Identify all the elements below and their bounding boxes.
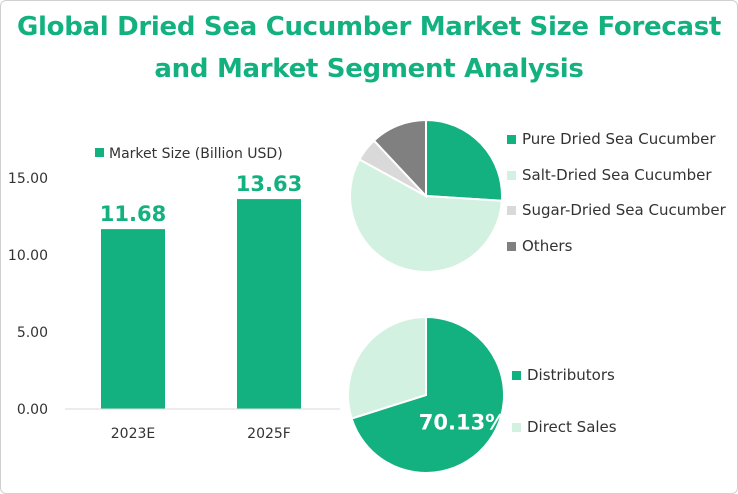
x-tick-label: 2023E: [111, 426, 155, 442]
pie-slice: [425, 118, 503, 202]
bar-legend-label: Market Size (Billion USD): [109, 146, 283, 162]
legend-label: Direct Sales: [527, 418, 617, 436]
legend-label: Others: [522, 237, 573, 255]
chart-title-line-1: Global Dried Sea Cucumber Market Size Fo…: [16, 12, 722, 42]
y-tick-label: 10.00: [8, 248, 48, 264]
pie-slice: [347, 315, 427, 420]
y-tick-label: 15.00: [8, 171, 48, 187]
legend-swatch: [507, 206, 516, 215]
legend-label: Pure Dried Sea Cucumber: [522, 130, 716, 148]
x-tick-label: 2025F: [247, 426, 291, 442]
pie-slice: [349, 158, 503, 273]
bar-data-label: 13.63: [236, 172, 302, 196]
sales-channel-pie-legend: Distributors Direct Sales: [512, 366, 617, 436]
chart-title-line-2: and Market Segment Analysis: [154, 54, 584, 84]
legend-swatch: [507, 242, 516, 251]
pie-data-label: 70.13%: [419, 411, 506, 435]
product-type-pie-chart: [349, 118, 503, 273]
bar-legend-swatch: [95, 148, 104, 157]
legend-swatch: [512, 371, 521, 380]
bar: [101, 229, 165, 409]
y-tick-label: 0.00: [17, 402, 48, 418]
legend-label: Sugar-Dried Sea Cucumber: [522, 201, 727, 219]
legend-swatch: [507, 135, 516, 144]
legend-swatch: [507, 171, 516, 180]
legend-swatch: [512, 423, 521, 432]
pie-slice: [372, 118, 427, 199]
legend-label: Salt-Dried Sea Cucumber: [522, 166, 712, 184]
bar-chart: Market Size (Billion USD) 0.00 5.00 10.00 1…: [8, 146, 340, 442]
product-type-pie-legend: Pure Dried Sea Cucumber Salt-Dried Sea Cu…: [507, 130, 727, 255]
y-tick-label: 5.00: [17, 325, 48, 341]
pie-slice: [350, 315, 505, 474]
legend-label: Distributors: [527, 366, 615, 384]
bar-data-label: 11.68: [100, 202, 166, 226]
sales-channel-pie-chart: 70.13%: [347, 315, 506, 474]
bar: [237, 199, 301, 409]
